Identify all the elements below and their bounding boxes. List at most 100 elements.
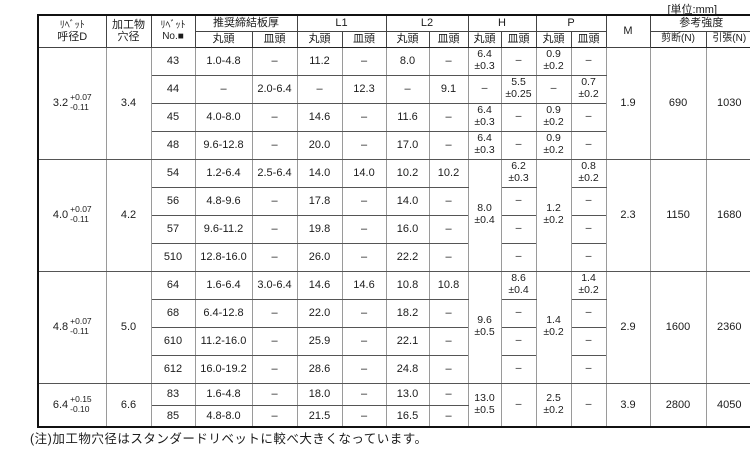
l2-round-cell: – xyxy=(385,74,430,104)
p-round-cell: – xyxy=(535,74,572,104)
thick-round-cell: – xyxy=(194,74,253,104)
footnote: (注)加工物穴径はスタンダードリベットに較べ大きくなっています。 xyxy=(30,432,428,446)
header-rivet-dia-line1: ﾘﾍﾞｯﾄ xyxy=(59,19,85,31)
l1-flat-cell: – xyxy=(341,186,387,216)
hole-cell: 6.6 xyxy=(105,382,152,428)
l2-flat-cell: – xyxy=(428,214,469,244)
no-cell: 48 xyxy=(150,130,196,160)
h-flat-cell: – xyxy=(500,214,537,244)
hole-cell: 5.0 xyxy=(105,270,152,384)
l1-flat-cell: – xyxy=(341,46,387,76)
thick-round-cell: 12.8-16.0 xyxy=(194,242,253,272)
p-round-cell-merged: 1.4 ±0.2 xyxy=(535,270,572,384)
l2-flat-cell: – xyxy=(428,382,469,406)
h-flat-cell: – xyxy=(500,46,537,76)
l1-flat-cell: 14.0 xyxy=(341,158,387,188)
l1-round-cell: 11.2 xyxy=(296,46,343,76)
header-l2: L2 xyxy=(385,14,469,32)
no-cell: 612 xyxy=(150,354,196,384)
l2-round-cell: 22.1 xyxy=(385,326,430,356)
subheader-thickness-flat: 皿頭 xyxy=(251,30,298,48)
p-round-value: – xyxy=(550,82,557,95)
h-flat-value: – xyxy=(515,222,522,235)
l1-round-cell: 14.0 xyxy=(296,158,343,188)
l1-flat-cell: – xyxy=(341,130,387,160)
p-round-value: 0.9 xyxy=(546,48,561,61)
thick-round-cell: 1.2-6.4 xyxy=(194,158,253,188)
p-round-value: 0.9 xyxy=(546,132,561,145)
thick-round-cell: 4.8-8.0 xyxy=(194,404,253,428)
block-4_8: 4.8 +0.07 -0.11 5.0 64 1.6-6.4 3.0-6.4 14.… xyxy=(37,270,750,384)
h-round-tol: ±0.5 xyxy=(474,326,495,338)
h-flat-value: – xyxy=(515,110,522,123)
subheader-h-round: 丸頭 xyxy=(467,30,502,48)
p-round-cell-merged: 1.2 ±0.2 xyxy=(535,158,572,272)
header-thickness: 推奨締結板厚 xyxy=(194,14,298,32)
p-flat-cell: – xyxy=(570,354,607,384)
shear-cell: 1600 xyxy=(649,270,707,384)
h-round-value: 13.0 xyxy=(474,392,495,404)
thick-flat-cell: – xyxy=(251,242,298,272)
p-flat-tol: ±0.2 xyxy=(578,172,599,184)
p-flat-value: – xyxy=(585,397,592,410)
h-round-value: 6.4 xyxy=(477,48,492,61)
no-cell: 43 xyxy=(150,46,196,76)
p-flat-value: – xyxy=(585,194,592,207)
thick-flat-cell: – xyxy=(251,326,298,356)
l1-round-cell: 28.6 xyxy=(296,354,343,384)
p-flat-value: – xyxy=(585,222,592,235)
h-flat-value: 5.5 xyxy=(511,76,526,89)
tensile-cell: 1030 xyxy=(705,46,750,160)
p-round-value: 0.9 xyxy=(546,104,561,117)
thick-round-cell: 1.6-4.8 xyxy=(194,382,253,406)
d-value: 4.8 xyxy=(52,320,69,333)
p-flat-cell: 0.7 ±0.2 xyxy=(570,74,607,104)
table-header: ﾘﾍﾞｯﾄ 呼径D 加工物 穴径 ﾘﾍﾞｯﾄ No.■ 推奨締結板厚 L1 L2 H … xyxy=(37,14,750,48)
p-flat-cell: – xyxy=(570,186,607,216)
p-flat-cell: – xyxy=(570,102,607,132)
h-round-value: – xyxy=(481,82,488,95)
table-row: 6.4 +0.15 -0.10 6.6 83 1.6-4.8 – 18.0 – 13… xyxy=(37,382,750,428)
rivet-spec-table: ﾘﾍﾞｯﾄ 呼径D 加工物 穴径 ﾘﾍﾞｯﾄ No.■ 推奨締結板厚 L1 L2 H … xyxy=(37,14,750,428)
table-row: 610 11.2-16.0 – 25.9 – 22.1 – – – xyxy=(38,326,750,356)
p-flat-value: 0.7 xyxy=(581,76,596,89)
h-flat-cell-merged: – xyxy=(500,382,537,428)
h-flat-value: – xyxy=(515,306,522,319)
p-flat-value: – xyxy=(585,334,592,347)
thick-round-cell: 16.0-19.2 xyxy=(194,354,253,384)
d-value: 6.4 xyxy=(52,398,69,411)
p-round-tol: ±0.2 xyxy=(543,326,564,338)
h-flat-tol: ±0.3 xyxy=(508,172,529,184)
p-round-cell-merged: 2.5 ±0.2 xyxy=(535,382,572,428)
h-flat-cell: 8.6 ±0.4 xyxy=(500,270,537,300)
p-flat-value: 0.8 xyxy=(581,160,596,173)
h-round-tol: ±0.5 xyxy=(474,403,495,416)
l1-round-cell: 14.6 xyxy=(296,102,343,132)
thick-flat-cell: – xyxy=(251,404,298,428)
d-tol-minus: -0.11 xyxy=(70,326,89,336)
p-flat-value: – xyxy=(585,54,592,67)
l1-flat-cell: – xyxy=(341,242,387,272)
l2-flat-cell: 9.1 xyxy=(428,74,469,104)
no-cell: 68 xyxy=(150,298,196,328)
thick-round-cell: 1.6-6.4 xyxy=(194,270,253,300)
l1-round-cell: 25.9 xyxy=(296,326,343,356)
h-round-tol: ±0.3 xyxy=(474,116,495,128)
thick-flat-cell: 3.0-6.4 xyxy=(251,270,298,300)
no-cell: 83 xyxy=(150,382,196,406)
l1-round-cell: 20.0 xyxy=(296,130,343,160)
l2-flat-cell: – xyxy=(428,242,469,272)
h-flat-value: – xyxy=(515,54,522,67)
h-round-tol: ±0.4 xyxy=(474,214,495,226)
d-tol-minus: -0.11 xyxy=(70,102,89,112)
no-cell: 85 xyxy=(150,404,196,428)
l2-flat-cell: 10.8 xyxy=(428,270,469,300)
subheader-tensile: 引張(N) xyxy=(705,30,750,48)
l2-round-cell: 14.0 xyxy=(385,186,430,216)
p-flat-value: – xyxy=(585,110,592,123)
thick-flat-cell: – xyxy=(251,46,298,76)
p-round-tol: ±0.2 xyxy=(543,403,564,416)
h-flat-cell: – xyxy=(500,326,537,356)
thick-flat-cell: – xyxy=(251,130,298,160)
